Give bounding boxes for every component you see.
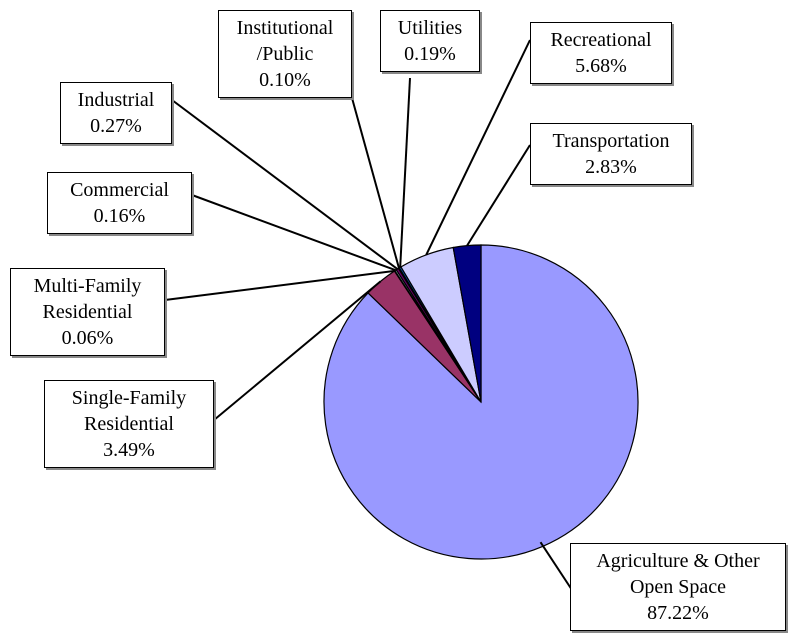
data-label: Multi-Family Residential 0.06% bbox=[10, 268, 165, 356]
label-name: Multi-Family Residential bbox=[33, 275, 142, 323]
label-name: Institutional /Public bbox=[236, 17, 334, 65]
label-name: Commercial bbox=[70, 179, 169, 201]
label-value: 0.10% bbox=[259, 69, 311, 91]
leader-line bbox=[171, 99, 399, 270]
leader-line bbox=[539, 541, 573, 591]
label-value: 3.49% bbox=[103, 439, 155, 461]
label-value: 0.06% bbox=[61, 327, 114, 349]
label-value: 0.27% bbox=[90, 115, 142, 137]
label-value: 5.68% bbox=[575, 55, 627, 77]
label-value: 0.16% bbox=[93, 205, 146, 227]
leader-line bbox=[351, 97, 400, 269]
leader-line bbox=[191, 194, 396, 272]
leader-line bbox=[466, 144, 531, 247]
label-value: 87.22% bbox=[647, 602, 709, 624]
label-name: Transportation bbox=[552, 130, 670, 152]
label-name: Agriculture & Other Open Space bbox=[596, 550, 760, 598]
label-name: Utilities bbox=[397, 17, 463, 39]
label-value: 2.83% bbox=[585, 156, 637, 178]
data-label: Single-Family Residential 3.49% bbox=[44, 380, 214, 468]
data-label: Transportation 2.83% bbox=[530, 123, 692, 185]
data-label: Commercial 0.16% bbox=[47, 172, 192, 234]
label-name: Industrial bbox=[77, 89, 155, 111]
leader-line bbox=[213, 280, 382, 421]
leader-line bbox=[164, 269, 395, 301]
data-label: Agriculture & Other Open Space 87.22% bbox=[570, 543, 786, 631]
leader-line bbox=[399, 77, 411, 268]
data-label: Institutional /Public 0.10% bbox=[218, 10, 352, 98]
data-label: Industrial 0.27% bbox=[60, 82, 172, 144]
leader-line bbox=[425, 39, 531, 256]
data-label: Utilities 0.19% bbox=[380, 10, 480, 72]
label-name: Recreational bbox=[550, 29, 652, 51]
label-value: 0.19% bbox=[404, 43, 456, 65]
data-label: Recreational 5.68% bbox=[530, 22, 672, 84]
label-name: Single-Family Residential bbox=[71, 387, 187, 435]
